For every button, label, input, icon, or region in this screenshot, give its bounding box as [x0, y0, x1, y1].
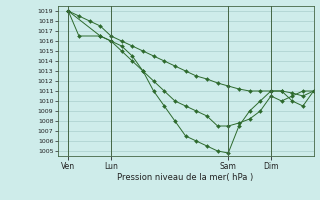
- X-axis label: Pression niveau de la mer( hPa ): Pression niveau de la mer( hPa ): [117, 173, 254, 182]
